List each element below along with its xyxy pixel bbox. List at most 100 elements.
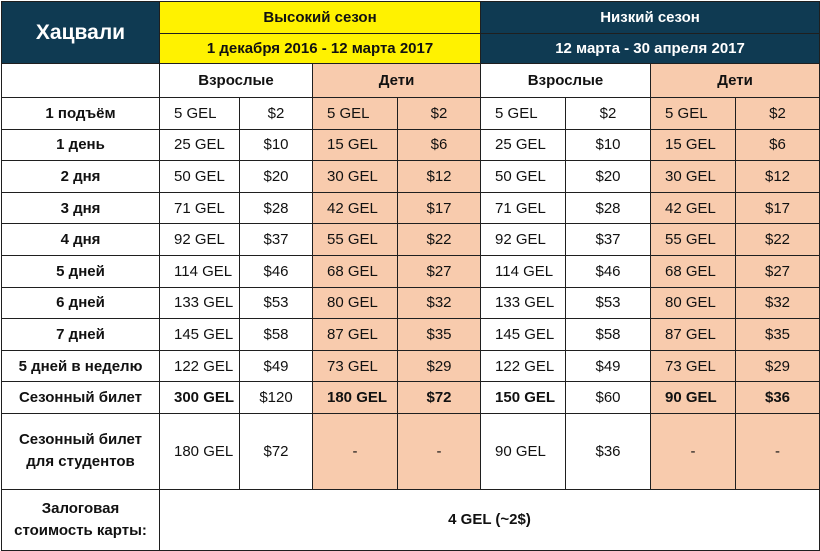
price-cell-high-adult-gel: 71 GEL <box>159 191 240 225</box>
price-cell-high-kid-usd: $2 <box>396 97 482 130</box>
price-cell-low-adult-gel: 25 GEL <box>480 128 567 162</box>
student-high-kid-usd: - <box>396 412 482 490</box>
price-cell-low-kid-gel: 87 GEL <box>650 318 737 351</box>
price-cell-low-adult-usd: $10 <box>565 128 652 162</box>
price-cell-high-kid-usd: $17 <box>396 191 482 225</box>
price-row: 2 дня 50 GEL $20 30 GEL $12 50 GEL $20 30 GEL $1… <box>1 160 820 193</box>
price-row: 7 дней 145 GEL $58 87 GEL $35 145 GEL $58 87 GE… <box>1 318 820 351</box>
row-label: 1 подъём <box>1 97 160 130</box>
high-season-dates: 1 декабря 2016 - 12 марта 2017 <box>158 33 482 64</box>
resort-title: Хацвали <box>1 1 160 64</box>
price-cell-low-kid-gel: 90 GEL <box>650 381 737 414</box>
deposit-row: Залоговая стоимость карты: 4 GEL (~2$) <box>1 488 820 551</box>
price-row: 6 дней 133 GEL $53 80 GEL $32 133 GEL $53 80 GE… <box>1 286 820 320</box>
low-kids-header: Дети <box>650 63 820 98</box>
price-cell-low-kid-usd: $22 <box>735 223 820 256</box>
price-cell-low-kid-usd: $17 <box>735 191 820 225</box>
student-high-kid-gel: - <box>312 412 398 490</box>
row-label: 2 дня <box>1 160 160 193</box>
price-cell-high-kid-usd: $27 <box>396 254 482 288</box>
price-cell-low-kid-usd: $6 <box>735 128 820 162</box>
deposit-label: Залоговая стоимость карты: <box>1 488 160 551</box>
row-label: 3 дня <box>1 191 160 225</box>
price-row: 5 дней 114 GEL $46 68 GEL $27 114 GEL $46 68 GE… <box>1 254 820 288</box>
price-row: Сезонный билет 300 GEL $120 180 GEL $72 150 G… <box>1 381 820 414</box>
price-cell-low-kid-usd: $12 <box>735 160 820 193</box>
student-high-adult-usd: $72 <box>239 412 313 490</box>
high-adults-header: Взрослые <box>159 63 313 98</box>
row-label: 5 дней <box>1 254 160 288</box>
price-cell-high-kid-gel: 30 GEL <box>312 160 398 193</box>
price-cell-high-kid-gel: 87 GEL <box>312 318 398 351</box>
price-cell-high-adult-gel: 50 GEL <box>159 160 240 193</box>
price-cell-high-adult-usd: $53 <box>239 286 313 320</box>
price-cell-low-kid-usd: $29 <box>735 349 820 383</box>
price-cell-low-adult-gel: 5 GEL <box>480 97 567 130</box>
price-cell-high-kid-gel: 73 GEL <box>312 349 398 383</box>
high-season-title: Высокий сезон <box>158 1 482 34</box>
price-cell-high-adult-gel: 133 GEL <box>159 286 240 320</box>
price-cell-high-kid-usd: $6 <box>396 128 482 162</box>
price-row: 5 дней в неделю 122 GEL $49 73 GEL $29 122 GE… <box>1 349 820 383</box>
price-row: 1 подъём 5 GEL $2 5 GEL $2 5 GEL $2 5 GEL $2 <box>1 97 820 130</box>
price-cell-high-kid-usd: $32 <box>396 286 482 320</box>
price-cell-low-kid-usd: $27 <box>735 254 820 288</box>
price-cell-low-adult-usd: $46 <box>565 254 652 288</box>
price-cell-low-kid-gel: 5 GEL <box>650 97 737 130</box>
price-cell-high-kid-gel: 80 GEL <box>312 286 398 320</box>
deposit-label-line2: стоимость карты: <box>14 521 147 539</box>
price-cell-low-kid-usd: $2 <box>735 97 820 130</box>
price-cell-low-adult-gel: 71 GEL <box>480 191 567 225</box>
student-label-line1: Сезонный билет <box>18 431 143 449</box>
student-row-label: Сезонный билет для студентов <box>1 412 160 490</box>
student-low-kid-gel: - <box>650 412 737 490</box>
deposit-label-line1: Залоговая <box>41 499 120 517</box>
price-cell-high-adult-usd: $120 <box>239 381 313 414</box>
price-cell-high-adult-usd: $37 <box>239 223 313 256</box>
price-cell-high-kid-gel: 5 GEL <box>312 97 398 130</box>
price-cell-high-kid-usd: $22 <box>396 223 482 256</box>
low-season-title: Низкий сезон <box>480 1 820 34</box>
student-label-line2: для студентов <box>26 453 135 471</box>
price-cell-low-adult-gel: 150 GEL <box>480 381 567 414</box>
price-cell-low-adult-gel: 114 GEL <box>480 254 567 288</box>
price-cell-high-kid-gel: 15 GEL <box>312 128 398 162</box>
price-cell-low-adult-usd: $20 <box>565 160 652 193</box>
price-cell-low-kid-gel: 30 GEL <box>650 160 737 193</box>
student-high-adult-gel: 180 GEL <box>159 412 240 490</box>
price-cell-high-kid-gel: 68 GEL <box>312 254 398 288</box>
deposit-value: 4 GEL (~2$) <box>158 488 820 551</box>
price-cell-low-kid-gel: 68 GEL <box>650 254 737 288</box>
price-cell-low-adult-gel: 92 GEL <box>480 223 567 256</box>
price-rows: 1 подъём 5 GEL $2 5 GEL $2 5 GEL $2 5 GEL $2 1 де… <box>1 97 820 414</box>
price-cell-high-adult-gel: 114 GEL <box>159 254 240 288</box>
price-cell-high-adult-usd: $2 <box>239 97 313 130</box>
price-cell-high-adult-usd: $58 <box>239 318 313 351</box>
price-cell-high-kid-usd: $29 <box>396 349 482 383</box>
row-label: 6 дней <box>1 286 160 320</box>
low-season-dates: 12 марта - 30 апреля 2017 <box>480 33 820 64</box>
price-cell-low-kid-usd: $36 <box>735 381 820 414</box>
corner-cell <box>1 63 160 98</box>
price-cell-low-adult-usd: $49 <box>565 349 652 383</box>
price-cell-high-kid-gel: 42 GEL <box>312 191 398 225</box>
price-cell-high-adult-gel: 145 GEL <box>159 318 240 351</box>
price-cell-high-adult-gel: 25 GEL <box>159 128 240 162</box>
price-cell-high-adult-gel: 92 GEL <box>159 223 240 256</box>
price-cell-high-adult-usd: $46 <box>239 254 313 288</box>
price-cell-high-kid-usd: $35 <box>396 318 482 351</box>
price-cell-high-kid-gel: 55 GEL <box>312 223 398 256</box>
price-row: 4 дня 92 GEL $37 55 GEL $22 92 GEL $37 55 GEL $2… <box>1 223 820 256</box>
price-cell-low-adult-usd: $2 <box>565 97 652 130</box>
price-cell-high-adult-gel: 122 GEL <box>159 349 240 383</box>
row-label: 4 дня <box>1 223 160 256</box>
price-cell-high-adult-usd: $10 <box>239 128 313 162</box>
price-cell-high-adult-usd: $28 <box>239 191 313 225</box>
price-row: 3 дня 71 GEL $28 42 GEL $17 71 GEL $28 42 GEL $1… <box>1 191 820 225</box>
price-cell-low-adult-gel: 122 GEL <box>480 349 567 383</box>
price-cell-high-adult-usd: $20 <box>239 160 313 193</box>
price-cell-high-adult-gel: 5 GEL <box>159 97 240 130</box>
student-row: Сезонный билет для студентов 180 GEL $72… <box>1 412 820 490</box>
price-cell-low-adult-usd: $53 <box>565 286 652 320</box>
